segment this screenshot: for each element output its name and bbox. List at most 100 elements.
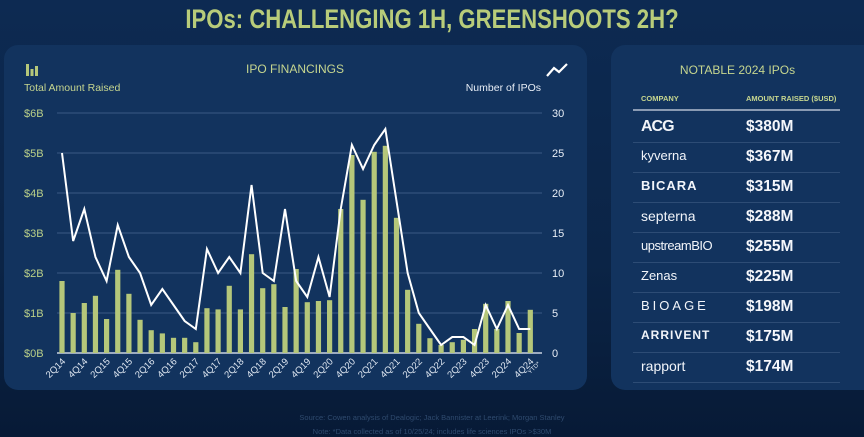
- bar-1Q15: [92, 295, 99, 353]
- bar-4Q22: [438, 345, 444, 353]
- bar-2Q18: [237, 309, 243, 353]
- amount-raised: $175M: [746, 328, 794, 345]
- y2-tick-label: 0: [552, 348, 558, 360]
- bar-2Q19: [282, 307, 288, 353]
- amount-raised: $255M: [746, 238, 794, 255]
- company-logo: ACG: [641, 118, 675, 135]
- ipo-row: BIOAGE $198M: [633, 292, 840, 323]
- header-divider: [633, 109, 840, 111]
- bar-3Q15: [115, 269, 121, 353]
- bar-2Q14: [59, 281, 65, 353]
- bar-2Q20: [327, 300, 333, 353]
- y2-tick-label: 25: [552, 148, 564, 160]
- bar-4Q16: [170, 337, 177, 353]
- bar-3Q18: [248, 254, 255, 353]
- y-tick-label: $6B: [24, 108, 44, 120]
- bar-4Q17: [215, 309, 221, 353]
- bar-2Q22: [416, 323, 422, 353]
- y2-tick-label: 10: [552, 268, 564, 280]
- x-tick-label: 2Q18: [222, 356, 246, 380]
- line-chart-icon: [546, 63, 568, 77]
- bar-1Q23: [449, 342, 455, 353]
- bar-2Q23: [460, 339, 466, 353]
- y2-tick-label: 20: [552, 188, 564, 200]
- bar-4Q20: [349, 155, 355, 353]
- left-axis-legend: Total Amount Raised: [24, 82, 121, 94]
- x-tick-label: 4Q15: [111, 356, 135, 380]
- bar-4Q14: [81, 303, 87, 353]
- bar-4Q18: [260, 288, 266, 353]
- ipo-count-line: [61, 126, 531, 347]
- bar-4Q24: [527, 309, 533, 353]
- amount-raised: $315M: [746, 178, 794, 195]
- amount-raised: $225M: [746, 268, 794, 285]
- x-tick-label: 2Q22: [401, 356, 425, 380]
- amount-raised: $198M: [746, 298, 794, 315]
- bar-3Q22: [427, 338, 433, 353]
- company-logo: septerna: [641, 208, 696, 224]
- bar-3Q23: [471, 329, 478, 353]
- bar-4Q23: [483, 303, 489, 353]
- bar-1Q18: [226, 285, 232, 353]
- x-tick-label: 4Q14: [66, 356, 90, 380]
- amount-column-header: AMOUNT RAISED ($USD): [746, 94, 837, 103]
- amount-raised: $174M: [746, 358, 794, 375]
- x-tick-label: 2Q24: [490, 356, 514, 380]
- company-logo: rapport: [641, 358, 686, 374]
- x-tick-label: 2Q14: [44, 356, 68, 380]
- x-tick-label: 2Q17: [178, 356, 202, 380]
- y-tick-label: $3B: [24, 228, 44, 240]
- ipo-row: rapport $174M: [633, 352, 840, 383]
- y-tick-label: $0B: [24, 348, 44, 360]
- y-tick-label: $1B: [24, 308, 44, 320]
- bar-4Q21: [393, 217, 400, 353]
- bar-1Q16: [137, 319, 143, 353]
- x-tick-label: 2Q21: [356, 356, 380, 380]
- bar-3Q19: [293, 269, 299, 353]
- bar-chart-icon: [26, 64, 38, 76]
- ipo-row: BICARA $315M: [633, 172, 840, 203]
- amount-raised: $367M: [746, 148, 794, 165]
- x-tick-label: 4Q19: [289, 356, 313, 380]
- bar-2Q17: [193, 342, 199, 353]
- bar-3Q24: [516, 333, 522, 353]
- x-tick-label: 4Q21: [378, 356, 402, 380]
- page-title: IPOs: CHALLENGING 1H, GREENSHOOTS 2H?: [185, 4, 679, 34]
- bar-3Q17: [204, 308, 210, 353]
- y2-tick-label: 30: [552, 108, 564, 120]
- ipo-row: Zenas $225M: [633, 262, 840, 293]
- x-tick-label: 4Q16: [155, 356, 179, 380]
- x-tick-label: 2Q23: [445, 356, 469, 380]
- bar-1Q17: [182, 337, 188, 353]
- company-logo: upstreamBIO: [641, 238, 713, 253]
- bar-4Q19: [304, 302, 310, 353]
- data-note: Note: *Data collected as of 10/25/24; in…: [312, 427, 552, 436]
- company-logo: Zenas: [641, 268, 678, 283]
- bar-3Q16: [159, 333, 165, 353]
- bar-2Q16: [148, 330, 154, 353]
- bar-2Q24: [505, 301, 511, 353]
- bar-2Q15: [104, 319, 110, 353]
- ipo-row: septerna $288M: [633, 202, 840, 233]
- bar-1Q22: [405, 289, 411, 353]
- bar-3Q20: [338, 209, 344, 353]
- y-tick-label: $2B: [24, 268, 44, 280]
- x-tick-label: 2Q16: [133, 356, 157, 380]
- x-tick-label: 4Q17: [200, 356, 224, 380]
- company-logo: BIOAGE: [641, 298, 709, 313]
- bar-1Q20: [315, 301, 322, 353]
- bar-1Q19: [271, 284, 277, 353]
- bar-3Q21: [382, 145, 388, 353]
- y2-tick-label: 5: [552, 308, 558, 320]
- bar-4Q15: [126, 293, 132, 353]
- y-tick-label: $5B: [24, 148, 44, 160]
- x-tick-label: 2Q20: [312, 356, 336, 380]
- company-logo: ARRIVENT: [641, 328, 711, 342]
- ipo-row: ACG $380M: [633, 112, 840, 143]
- amount-raised: $380M: [746, 118, 794, 135]
- source-note: Source: Cowen analysis of Dealogic; Jack…: [299, 413, 565, 422]
- x-tick-label: 2Q19: [267, 356, 291, 380]
- notable-ipos-panel: [611, 45, 864, 390]
- ipo-row: kyverna $367M: [633, 142, 840, 173]
